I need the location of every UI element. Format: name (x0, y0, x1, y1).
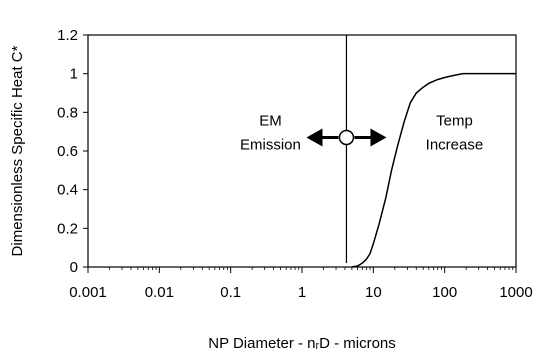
y-tick-label: 0.4 (57, 182, 78, 199)
annotation-temp-increase: Temp (436, 112, 473, 129)
x-axis-ticks: 0.001 0.01 0.1 1 10 100 1000 (69, 267, 533, 301)
y-tick-label: 1.2 (57, 27, 78, 44)
left-arrow-head (306, 128, 323, 147)
annotation-layer: EM Emission Temp Increase (240, 112, 483, 153)
series-layer (345, 35, 516, 268)
x-tick-label: 1000 (499, 284, 532, 301)
annotation-em-emission: Emission (240, 136, 301, 153)
right-arrow-head (370, 128, 387, 147)
marker-point (338, 129, 355, 146)
x-axis-label: NP Diameter - nᵣD - microns (208, 335, 396, 352)
x-tick-label: 10 (365, 284, 382, 301)
x-tick-label: 0.1 (220, 284, 241, 301)
y-axis-label: Dimensionless Specific Heat C* (9, 45, 26, 256)
annotation-em-emission: EM (259, 112, 282, 129)
y-tick-label: 0.6 (57, 143, 78, 160)
annotation-temp-increase: Increase (426, 136, 484, 153)
y-axis-ticks: 0 0.2 0.4 0.6 0.8 1 1.2 (57, 27, 88, 276)
y-tick-label: 1 (70, 66, 78, 83)
y-tick-label: 0 (70, 259, 78, 276)
x-tick-label: 0.01 (145, 284, 174, 301)
y-tick-label: 0.8 (57, 104, 78, 121)
x-tick-label: 100 (432, 284, 457, 301)
y-tick-label: 0.2 (57, 220, 78, 237)
series-line (351, 72, 516, 268)
x-tick-label: 0.001 (69, 284, 107, 301)
x-tick-label: 1 (298, 284, 306, 301)
